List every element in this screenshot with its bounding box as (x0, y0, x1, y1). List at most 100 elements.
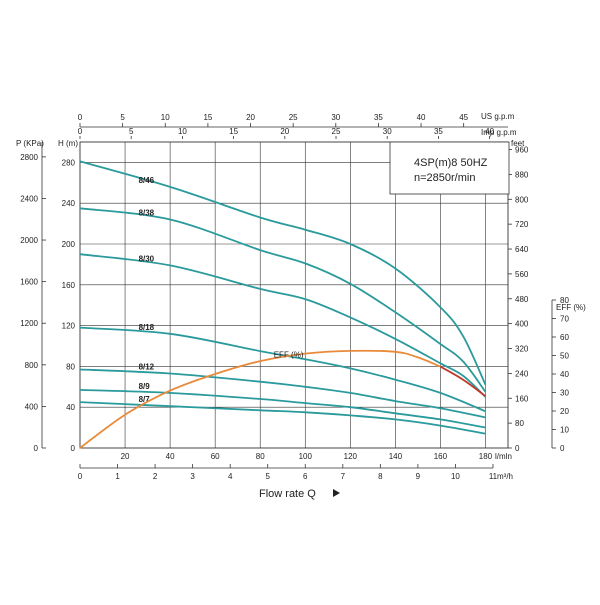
impgpm-tick-label: 20 (280, 127, 289, 136)
unit-pressure: P (KPa) (16, 139, 44, 148)
feet-tick-label: 640 (515, 245, 529, 254)
curve-label: 8/18 (139, 323, 155, 332)
series-layer: 8/46 8/38 8/30 8/18 8/12 8/9 8/7 (79, 160, 487, 435)
unit-impgpm: Imp g.p.m (481, 128, 517, 137)
curve-label: 8/30 (139, 254, 155, 263)
x-tick-label: 60 (211, 452, 220, 461)
usgpm-tick-label: 5 (120, 113, 125, 122)
curve-8-12 (79, 368, 486, 419)
m3h-tick-label: 5 (265, 472, 270, 481)
x-tick-label: 120 (344, 452, 358, 461)
head-tick-label: 280 (62, 158, 76, 167)
pressure-tick-label: 2800 (20, 153, 38, 162)
m3h-tick-label: 3 (190, 472, 195, 481)
x-tick-label: 100 (299, 452, 313, 461)
eff-tick-label: 10 (560, 426, 569, 435)
pressure-tick-label: 2400 (20, 194, 38, 203)
pressure-tick-label: 0 (34, 444, 39, 453)
feet-tick-label: 800 (515, 195, 529, 204)
efficiency-layer: EFF (%) (79, 349, 487, 449)
x-tick-label: 40 (166, 452, 175, 461)
eff-tick-label: 20 (560, 407, 569, 416)
feet-tick-label: 0 (515, 444, 520, 453)
info-box (389, 141, 510, 195)
eff-tick-label: 0 (560, 444, 565, 453)
plot-frame (79, 141, 509, 449)
head-tick-label: 80 (66, 362, 75, 371)
impgpm-tick-label: 40 (485, 127, 494, 136)
feet-tick-label: 400 (515, 320, 529, 329)
m3h-tick-label: 10 (451, 472, 460, 481)
eff-tick-label: 80 (560, 296, 569, 305)
impgpm-tick-label: 10 (178, 127, 187, 136)
m3h-tick-label: 11 (489, 472, 498, 481)
curve-label: 8/7 (139, 395, 151, 404)
impgpm-tick-label: 15 (229, 127, 238, 136)
usgpm-tick-label: 45 (459, 113, 468, 122)
m3h-tick-label: 7 (341, 472, 346, 481)
impgpm-tick-label: 0 (78, 127, 83, 136)
usgpm-tick-label: 0 (78, 113, 83, 122)
x-tick-label: 20 (121, 452, 130, 461)
curve-label: 8/9 (139, 382, 151, 391)
feet-tick-label: 160 (515, 394, 529, 403)
m3h-tick-label: 4 (228, 472, 233, 481)
efficiency-curve (79, 349, 441, 449)
pressure-tick-label: 800 (25, 361, 39, 370)
curve-8-30 (79, 253, 487, 398)
feet-tick-label: 240 (515, 369, 529, 378)
feet-tick-label: 880 (515, 170, 529, 179)
feet-tick-label: 480 (515, 295, 529, 304)
unit-usgpm: US g.p.m (481, 112, 515, 121)
eff-tick-label: 60 (560, 333, 569, 342)
info-model: 4SP(m)8 50HZ (414, 157, 488, 169)
usgpm-tick-label: 40 (417, 113, 426, 122)
m3h-tick-label: 2 (153, 472, 158, 481)
curve-label: 8/12 (139, 363, 155, 372)
unit-eff: EFF (%) (556, 303, 586, 312)
efficiency-label: EFF (%) (274, 350, 304, 359)
feet-tick-label: 560 (515, 270, 529, 279)
head-tick-label: 240 (62, 199, 76, 208)
m3h-tick-label: 0 (78, 472, 83, 481)
curve-8-18 (79, 326, 486, 413)
usgpm-tick-label: 30 (331, 113, 340, 122)
eff-tick-label: 70 (560, 315, 569, 324)
curve-8-38 (79, 207, 487, 393)
impgpm-tick-label: 35 (434, 127, 443, 136)
x-tick-label: 160 (434, 452, 448, 461)
feet-tick-label: 320 (515, 345, 529, 354)
efficiency-curve-end (439, 365, 487, 397)
eff-tick-label: 40 (560, 370, 569, 379)
usgpm-tick-label: 15 (203, 113, 212, 122)
x-tick-label: 180 (479, 452, 493, 461)
usgpm-tick-label: 10 (161, 113, 170, 122)
head-tick-label: 40 (66, 403, 75, 412)
eff-tick-label: 50 (560, 352, 569, 361)
arrow-right-icon (333, 489, 340, 497)
m3h-tick-label: 9 (416, 472, 421, 481)
feet-tick-label: 960 (515, 146, 529, 155)
info-speed: n=2850r/min (414, 172, 475, 184)
head-tick-label: 200 (62, 240, 76, 249)
unit-m3h: m³/h (497, 472, 513, 481)
x-tick-label: 80 (256, 452, 265, 461)
m3h-tick-label: 1 (115, 472, 120, 481)
m3h-tick-label: 6 (303, 472, 308, 481)
unit-head: H (m) (58, 139, 78, 148)
feet-tick-label: 720 (515, 220, 529, 229)
pressure-tick-label: 400 (25, 402, 39, 411)
pressure-tick-label: 1200 (20, 319, 38, 328)
curve-8-46 (79, 160, 487, 386)
curve-8-7 (79, 401, 486, 435)
head-tick-label: 0 (71, 444, 76, 453)
usgpm-tick-label: 35 (374, 113, 383, 122)
unit-feet: feet (511, 139, 525, 148)
m3h-tick-label: 8 (378, 472, 383, 481)
pressure-tick-label: 2000 (20, 236, 38, 245)
flow-rate-label: Flow rate Q (259, 488, 316, 500)
curve-8-9 (79, 389, 486, 429)
